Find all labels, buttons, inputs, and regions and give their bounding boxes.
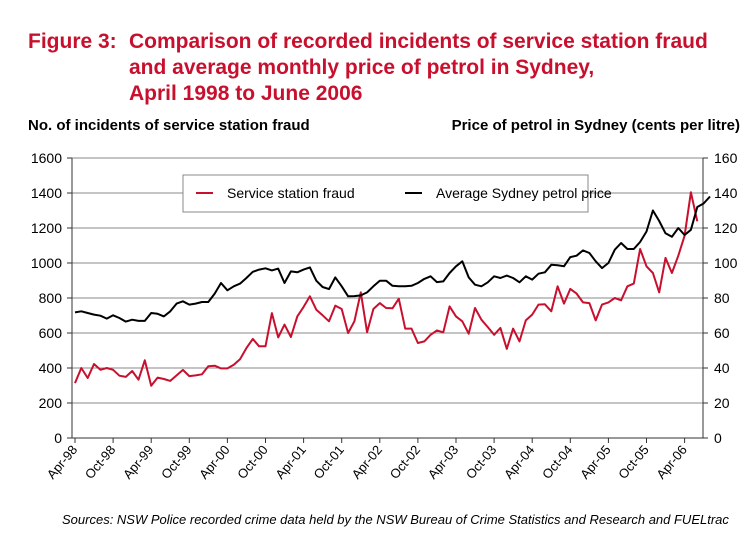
x-tick-label: Oct-98 <box>82 442 119 482</box>
left-tick-label: 200 <box>39 395 63 411</box>
right-tick-label: 20 <box>714 395 730 411</box>
x-tick-label: Oct-00 <box>234 442 271 482</box>
figure-label: Figure 3: <box>28 30 117 53</box>
legend <box>182 174 589 213</box>
x-tick-label: Oct-02 <box>387 442 424 482</box>
right-tick-label: 100 <box>714 255 738 271</box>
right-tick-label: 40 <box>714 360 730 376</box>
x-tick-label: Apr-06 <box>653 442 690 482</box>
x-tick-label: Oct-04 <box>539 442 576 482</box>
x-tick-label: Apr-00 <box>196 442 233 482</box>
series-line-petrol-price <box>74 195 711 323</box>
chart-title-line-2: and average monthly price of petrol in S… <box>129 56 595 79</box>
right-tick-label: 120 <box>714 220 738 236</box>
left-tick-label: 0 <box>54 430 62 446</box>
right-tick-label: 140 <box>714 185 738 201</box>
left-tick-label: 800 <box>39 290 63 306</box>
x-tick-label: Apr-04 <box>501 442 538 482</box>
right-tick-label: 80 <box>714 290 730 306</box>
x-tick-label: Oct-01 <box>310 442 347 482</box>
x-tick-label: Oct-99 <box>158 442 195 482</box>
right-tick-label: 160 <box>714 150 738 166</box>
source-note: Sources: NSW Police recorded crime data … <box>62 512 729 527</box>
x-tick-label: Apr-01 <box>272 442 309 482</box>
left-tick-label: 600 <box>39 325 63 341</box>
x-tick-label: Apr-99 <box>120 442 157 482</box>
right-tick-label: 60 <box>714 325 730 341</box>
left-tick-label: 1200 <box>31 220 62 236</box>
x-tick-label: Apr-03 <box>425 442 462 482</box>
chart-title-line-1: Comparison of recorded incidents of serv… <box>129 30 708 53</box>
left-tick-label: 1000 <box>31 255 62 271</box>
left-tick-label: 400 <box>39 360 63 376</box>
right-axis-title: Price of petrol in Sydney (cents per lit… <box>451 117 740 134</box>
x-tick-label: Apr-02 <box>349 442 386 482</box>
legend-label: Service station fraud <box>227 185 355 201</box>
x-tick-label: Oct-05 <box>615 442 652 482</box>
left-tick-label: 1400 <box>31 185 62 201</box>
x-tick-label: Oct-03 <box>463 442 500 482</box>
chart-title-line-3: April 1998 to June 2006 <box>129 82 363 105</box>
x-tick-label: Apr-98 <box>44 442 81 482</box>
series-line-fraud <box>74 191 699 387</box>
left-axis-title: No. of incidents of service station frau… <box>28 117 310 134</box>
x-tick-label: Apr-05 <box>577 442 614 482</box>
legend-label: Average Sydney petrol price <box>436 185 612 201</box>
right-tick-label: 0 <box>714 430 722 446</box>
left-tick-label: 1600 <box>31 150 62 166</box>
